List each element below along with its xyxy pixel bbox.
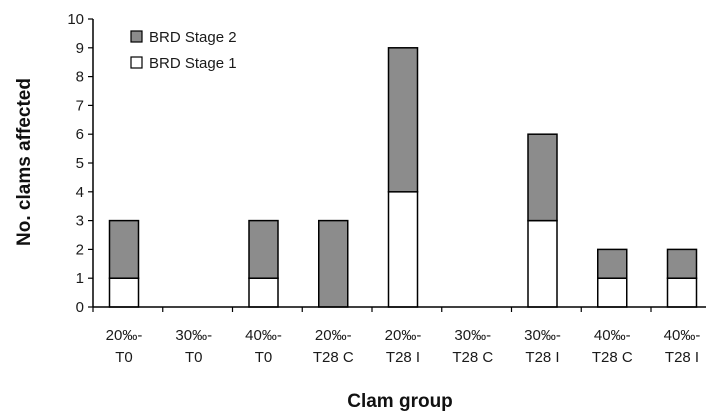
bar-segment-brd-stage-1 bbox=[108, 277, 140, 308]
x-axis-title: Clam group bbox=[347, 391, 453, 412]
x-tick-label-line: T28 C bbox=[452, 349, 493, 366]
x-tick-label: 30‰- T0 bbox=[175, 327, 212, 366]
x-tick-label: 40‰- T0 bbox=[245, 327, 282, 366]
bars-layer bbox=[108, 47, 698, 308]
bar-segment-brd-stage-2 bbox=[597, 248, 628, 279]
bar-segment-brd-stage-2 bbox=[527, 133, 558, 222]
x-tick-label: 30‰- T28 C bbox=[452, 327, 493, 366]
x-tick-label: 40‰- T28 C bbox=[592, 327, 633, 366]
y-tick-label: 7 bbox=[76, 97, 84, 114]
y-tick-label: 10 bbox=[67, 11, 84, 28]
x-tick-label-line: 30‰- bbox=[524, 327, 561, 344]
y-tick-label: 1 bbox=[76, 270, 84, 287]
x-tick-label: 20‰- T28 I bbox=[385, 327, 422, 366]
x-tick-label: 40‰- T28 I bbox=[664, 327, 701, 366]
bar-segment-brd-stage-1 bbox=[527, 219, 558, 308]
x-tick-label-line: 20‰- bbox=[385, 327, 422, 344]
legend-swatch bbox=[130, 30, 143, 43]
x-tick-label-line: 40‰- bbox=[594, 327, 631, 344]
y-tick-label: 8 bbox=[76, 69, 84, 86]
legend: BRD Stage 2 BRD Stage 1 bbox=[130, 29, 237, 72]
bar-segment-brd-stage-2 bbox=[248, 219, 279, 279]
bar-segment-brd-stage-2 bbox=[387, 47, 419, 193]
y-tick-label: 4 bbox=[76, 184, 84, 201]
x-tick-label-line: T28 I bbox=[386, 349, 420, 366]
bar-segment-brd-stage-1 bbox=[248, 277, 279, 308]
y-tick-label: 3 bbox=[76, 213, 84, 230]
x-tick-label: 20‰- T0 bbox=[106, 327, 143, 366]
x-tick-label-line: T0 bbox=[255, 349, 273, 366]
y-axis-title: No. clams affected bbox=[14, 78, 35, 246]
y-tick-label: 2 bbox=[76, 241, 84, 258]
bar-segment-brd-stage-2 bbox=[666, 248, 698, 279]
x-tick-label-line: 30‰- bbox=[175, 327, 212, 344]
legend-label: BRD Stage 1 bbox=[149, 55, 237, 72]
x-tick-label-line: T0 bbox=[115, 349, 133, 366]
x-tick-label-line: T28 C bbox=[592, 349, 633, 366]
x-tick-label-line: T28 I bbox=[665, 349, 699, 366]
x-tick-label-line: 30‰- bbox=[454, 327, 491, 344]
legend-swatch bbox=[130, 56, 143, 69]
bar-segment-brd-stage-2 bbox=[108, 219, 140, 279]
x-tick-label: 30‰- T28 I bbox=[524, 327, 561, 366]
x-tick-label-line: 20‰- bbox=[106, 327, 143, 344]
x-tick-label: 20‰- T28 C bbox=[313, 327, 354, 366]
bar-segment-brd-stage-1 bbox=[666, 277, 698, 308]
x-tick-label-line: 40‰- bbox=[664, 327, 701, 344]
legend-label: BRD Stage 2 bbox=[149, 29, 237, 46]
x-tick-label-line: 20‰- bbox=[315, 327, 352, 344]
y-tick-label: 0 bbox=[76, 299, 84, 316]
x-tick-label-line: 40‰- bbox=[245, 327, 282, 344]
y-tick-label: 5 bbox=[76, 155, 84, 172]
bar-segment-brd-stage-2 bbox=[318, 219, 349, 308]
x-tick-label-line: T0 bbox=[185, 349, 203, 366]
x-tick-label-line: T28 I bbox=[525, 349, 559, 366]
bar-segment-brd-stage-1 bbox=[387, 191, 419, 308]
x-tick-label-line: T28 C bbox=[313, 349, 354, 366]
y-tick-label: 6 bbox=[76, 126, 84, 143]
y-tick-label: 9 bbox=[76, 40, 84, 57]
bar-segment-brd-stage-1 bbox=[597, 277, 628, 308]
